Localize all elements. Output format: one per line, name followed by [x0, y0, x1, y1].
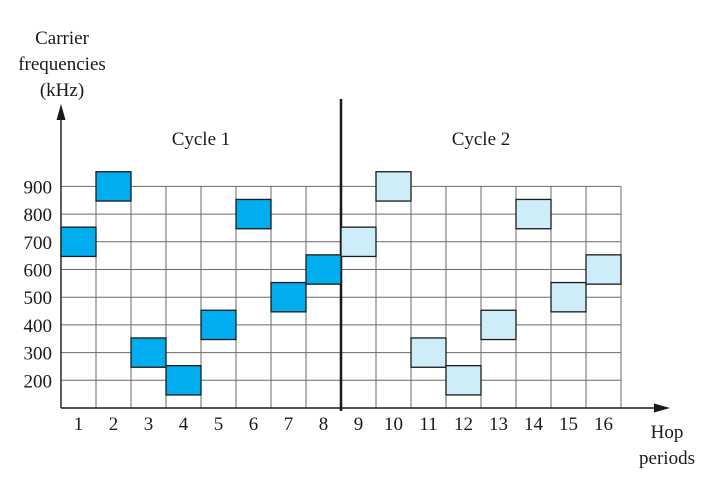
x-tick-label: 15 — [559, 414, 578, 435]
hop-block — [445, 364, 482, 396]
y-axis-title: Carrier frequencies (kHz) — [0, 26, 124, 104]
x-tick-label: 16 — [594, 414, 613, 435]
y-axis-title-line-1: Carrier — [35, 28, 89, 49]
x-tick-label: 7 — [284, 414, 294, 435]
cycle-label: Cycle 2 — [452, 129, 511, 150]
x-tick-label: 4 — [179, 414, 189, 435]
hop-block — [130, 337, 167, 368]
hop-block — [235, 198, 272, 230]
hop-block — [340, 226, 377, 258]
x-tick-label: 13 — [489, 414, 508, 435]
x-axis-title: Hop periods — [626, 420, 708, 472]
y-tick-label: 300 — [24, 344, 53, 365]
hop-block — [480, 309, 517, 341]
x-tick-label: 6 — [249, 414, 259, 435]
hop-block — [550, 281, 587, 313]
y-tick-label: 900 — [24, 177, 53, 198]
x-tick-label: 5 — [214, 414, 224, 435]
y-axis-title-line-2: frequencies — [18, 54, 106, 75]
cycle-label: Cycle 1 — [172, 129, 231, 150]
hop-block — [200, 309, 237, 341]
x-axis-title-line-2: periods — [639, 448, 695, 469]
hop-block — [270, 281, 307, 313]
x-tick-label: 3 — [144, 414, 154, 435]
y-tick-label: 600 — [24, 261, 53, 282]
y-tick-label: 400 — [24, 316, 53, 337]
hop-block — [305, 254, 342, 285]
hop-block — [585, 254, 622, 285]
y-axis-title-line-3: (kHz) — [39, 80, 85, 101]
x-tick-label: 10 — [384, 414, 403, 435]
x-tick-label: 14 — [524, 414, 544, 435]
x-tick-label: 8 — [319, 414, 329, 435]
x-tick-label: 1 — [74, 414, 84, 435]
x-axis-title-line-1: Hop — [650, 422, 684, 443]
hop-block — [410, 337, 447, 368]
y-tick-label: 700 — [24, 233, 53, 254]
y-axis-arrowhead — [56, 104, 66, 120]
y-tick-label: 800 — [24, 205, 53, 226]
hop-block — [165, 364, 202, 396]
hop-block — [95, 171, 132, 202]
x-tick-label: 9 — [354, 414, 364, 435]
hop-block — [515, 198, 552, 230]
hop-block — [60, 226, 97, 258]
x-tick-label: 11 — [419, 414, 437, 435]
x-tick-label: 12 — [454, 414, 473, 435]
hop-block — [375, 171, 412, 202]
x-tick-label: 2 — [109, 414, 119, 435]
x-axis-arrowhead — [654, 403, 670, 413]
y-tick-label: 500 — [24, 288, 53, 309]
y-tick-label: 200 — [24, 371, 53, 392]
